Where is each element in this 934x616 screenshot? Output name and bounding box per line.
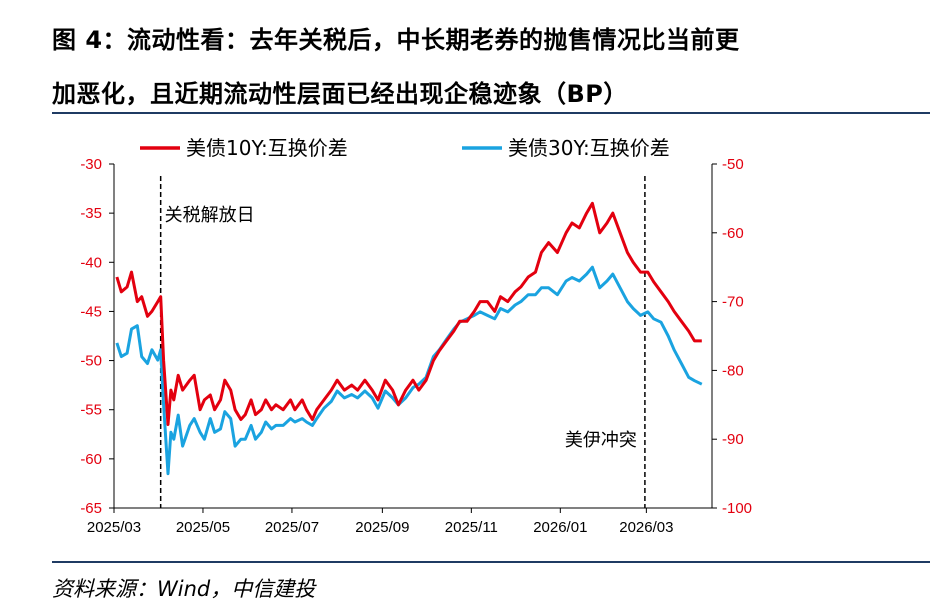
- chart-series: [115, 201, 703, 476]
- chart-title-line-2: 加恶化，且近期流动性层面已经出现企稳迹象（BP）: [52, 80, 628, 108]
- top-rule: [52, 112, 930, 114]
- left-y-tick-label: -65: [80, 500, 102, 517]
- chart: -30 -35 -40 -45 -50 -55 -60 -65 -50 -60 -70 -80 -90 -…: [80, 136, 752, 536]
- source-note: 资料来源：Wind，中信建投: [52, 577, 316, 601]
- left-y-tick-label: -45: [80, 303, 102, 320]
- legend-label: 美债10Y:互换价差: [186, 136, 348, 160]
- chart-axes: -30 -35 -40 -45 -50 -55 -60 -65 -50 -60 -70 -80 -90 -…: [80, 156, 752, 536]
- legend-label: 美债30Y:互换价差: [508, 136, 670, 160]
- left-y-tick-label: -40: [80, 254, 102, 271]
- right-y-tick-label: -90: [722, 431, 744, 448]
- left-y-tick-label: -30: [80, 156, 102, 173]
- left-y-tick-label: -35: [80, 205, 102, 222]
- series-line-10y: [115, 201, 702, 426]
- series-line-30y: [115, 265, 703, 476]
- bottom-rule: [52, 561, 930, 563]
- chart-title-line-1: 图 4：流动性看：去年关税后，中长期老券的抛售情况比当前更: [52, 26, 740, 54]
- left-y-tick-label: -50: [80, 353, 102, 370]
- x-tick-label: 2025/03: [87, 519, 141, 536]
- x-tick-label: 2025/05: [176, 519, 230, 536]
- x-tick-label: 2026/03: [619, 519, 673, 536]
- x-tick-label: 2025/07: [265, 519, 319, 536]
- event-label: 关税解放日: [165, 205, 255, 226]
- chart-legend: 美债10Y:互换价差 美债30Y:互换价差: [140, 136, 670, 160]
- right-y-tick-label: -80: [722, 362, 744, 379]
- right-y-tick-label: -60: [722, 225, 744, 242]
- left-y-tick-label: -60: [80, 451, 102, 468]
- event-label: 美伊冲突: [565, 430, 637, 451]
- x-tick-label: 2026/01: [533, 519, 587, 536]
- right-y-tick-label: -50: [722, 156, 744, 173]
- x-tick-label: 2025/09: [355, 519, 409, 536]
- left-y-tick-label: -55: [80, 402, 102, 419]
- right-y-tick-label: -100: [722, 500, 752, 517]
- x-tick-label: 2025/11: [445, 519, 498, 536]
- right-y-tick-label: -70: [722, 294, 744, 311]
